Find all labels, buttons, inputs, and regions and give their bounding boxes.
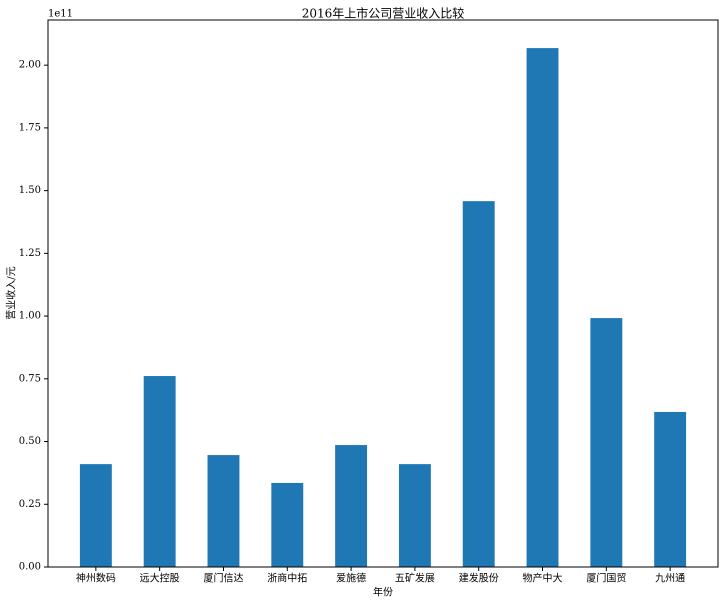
bar (143, 376, 176, 567)
x-tick-label: 浙商中拓 (267, 572, 307, 585)
x-tick-label: 厦门国贸 (586, 572, 626, 585)
x-tick-label: 神州数码 (76, 572, 116, 585)
bar (271, 482, 304, 567)
y-tick-label: 0.25 (19, 499, 41, 510)
x-tick-label: 物产中大 (523, 572, 563, 585)
y-tick-label: 1.50 (19, 185, 41, 196)
y-tick-label: 1.00 (19, 311, 41, 322)
y-tick-label: 2.00 (19, 60, 41, 71)
x-tick-label: 厦门信达 (203, 572, 243, 585)
plot-frame (47, 19, 719, 568)
y-offset-label: 1e11 (48, 9, 73, 20)
bar (79, 464, 112, 567)
y-tick-label: 0.50 (19, 436, 41, 447)
bar (462, 201, 495, 567)
bar (590, 318, 623, 567)
y-tick-label: 0.75 (19, 373, 41, 384)
chart-title: 2016年上市公司营业收入比较 (302, 6, 465, 21)
x-axis-label: 年份 (373, 586, 393, 599)
y-tick-label: 1.25 (19, 248, 41, 259)
x-tick-label: 九州通 (655, 573, 685, 585)
x-tick-label: 五矿发展 (395, 572, 435, 585)
y-axis-label: 营业收入/元 (5, 266, 18, 319)
y-tick-label: 1.75 (19, 122, 41, 133)
x-tick-label: 建发股份 (459, 572, 499, 585)
bar (207, 455, 240, 567)
bar (335, 445, 368, 567)
bar (654, 411, 687, 567)
x-tick-label: 远大控股 (140, 572, 180, 585)
x-tick-label: 爱施德 (336, 572, 366, 585)
bar (526, 48, 559, 567)
y-tick-label: 0.00 (19, 562, 41, 573)
bar (398, 464, 431, 567)
